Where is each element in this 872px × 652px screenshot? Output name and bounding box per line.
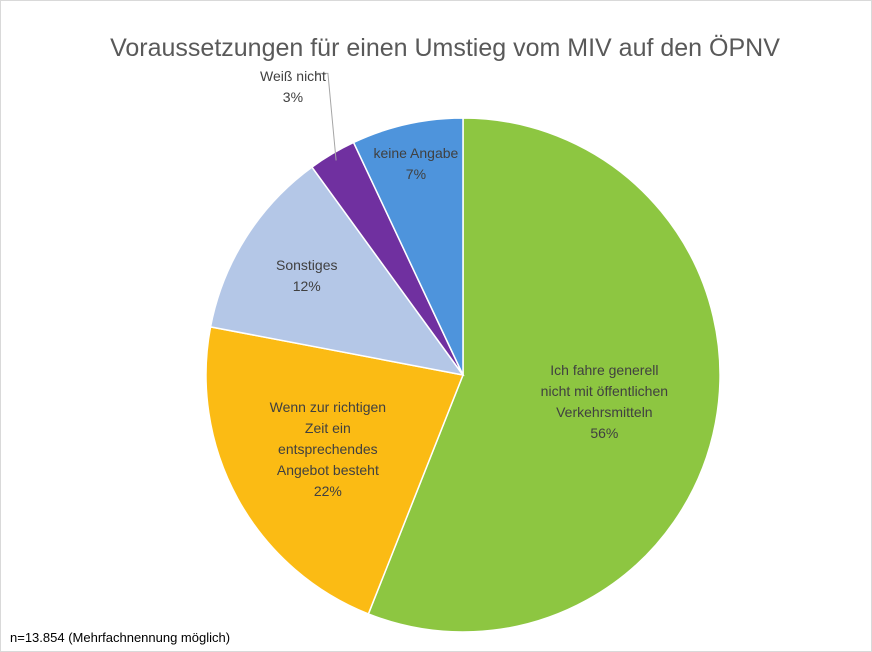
label-box: Sonstiges 12% (237, 211, 377, 341)
footnote: n=13.854 (Mehrfachnennung möglich) (10, 630, 231, 645)
category-label: Weiß nicht (259, 68, 326, 85)
category-label: Wenn zur richtigen Zeit ein entsprechend… (269, 398, 387, 478)
label-box: Wenn zur richtigen Zeit ein entsprechend… (258, 384, 398, 514)
category-label: Sonstiges (276, 256, 338, 273)
label-box: Weiß nicht 3% (233, 22, 353, 152)
slice-label: Wenn zur richtigen Zeit ein entsprechend… (258, 384, 398, 514)
slice-label: keine Angabe 7% (351, 99, 481, 229)
slice-label: Ich fahre generell nicht mit öffentliche… (537, 337, 672, 467)
pie-slice (209, 166, 465, 377)
value-label: 56% (590, 424, 619, 441)
chart-title: Voraussetzungen für einen Umstieg vom MI… (110, 34, 780, 62)
pie-slice (205, 325, 465, 615)
pie-slice (367, 117, 721, 633)
leader-line (314, 72, 337, 161)
value-label: 3% (282, 89, 304, 106)
category-label: Ich fahre generell nicht mit öffentliche… (540, 361, 669, 420)
pie-slice (352, 117, 464, 376)
value-label: 12% (292, 277, 321, 294)
slice-label: Sonstiges 12% (237, 211, 377, 341)
category-label: keine Angabe (373, 145, 459, 162)
value-label: 22% (313, 482, 342, 499)
value-label: 7% (405, 166, 427, 183)
label-box: keine Angabe 7% (351, 99, 481, 229)
label-box: Ich fahre generell nicht mit öffentliche… (537, 337, 672, 467)
slice-label: Weiß nicht 3% (233, 22, 353, 152)
